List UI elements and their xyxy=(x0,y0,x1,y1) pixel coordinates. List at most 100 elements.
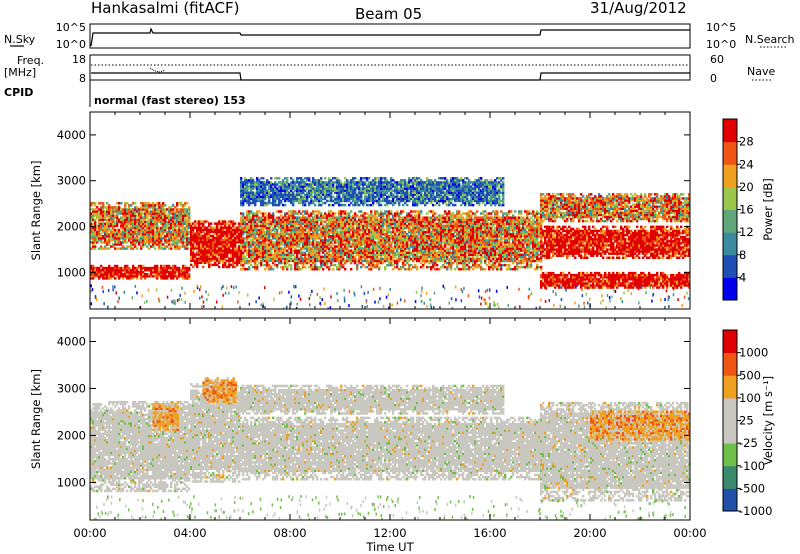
cell xyxy=(434,251,437,254)
cell xyxy=(216,243,219,246)
cell xyxy=(376,220,379,224)
cell xyxy=(426,237,429,240)
cell xyxy=(184,247,187,250)
cell xyxy=(256,228,259,232)
cell xyxy=(186,210,189,213)
cell xyxy=(298,249,301,252)
cell xyxy=(284,243,287,246)
cell xyxy=(260,230,263,234)
cell xyxy=(90,273,93,276)
cell xyxy=(360,257,363,261)
cell xyxy=(498,235,501,238)
cell xyxy=(438,239,441,242)
cell xyxy=(364,230,367,234)
cell xyxy=(386,245,389,248)
cell xyxy=(214,226,217,229)
cell xyxy=(190,240,193,244)
cell xyxy=(262,237,265,240)
cell xyxy=(450,232,453,236)
cell xyxy=(400,239,403,242)
cell xyxy=(184,222,187,226)
cell xyxy=(472,255,475,259)
cell xyxy=(210,238,213,242)
cell xyxy=(476,247,479,250)
cell xyxy=(154,270,157,274)
cell xyxy=(256,239,259,242)
cell xyxy=(366,237,369,240)
cell xyxy=(254,214,257,217)
cell xyxy=(158,216,161,219)
cell xyxy=(274,251,277,254)
cell xyxy=(352,243,355,246)
cell xyxy=(266,222,269,226)
cell xyxy=(382,251,385,254)
cell xyxy=(266,265,269,269)
cell xyxy=(138,266,141,270)
cell xyxy=(212,251,215,254)
cell xyxy=(170,277,173,280)
cell xyxy=(292,241,295,244)
cell xyxy=(488,259,491,263)
cell xyxy=(304,235,307,238)
cell xyxy=(244,247,247,250)
cell xyxy=(372,263,375,267)
cell xyxy=(344,230,347,234)
cell xyxy=(482,224,485,228)
cell xyxy=(266,228,269,232)
cell xyxy=(156,212,159,215)
cell xyxy=(228,245,231,248)
cell xyxy=(498,247,501,250)
cell xyxy=(336,241,339,244)
cell xyxy=(202,257,205,260)
cell xyxy=(402,263,405,267)
cell xyxy=(340,247,343,250)
cell xyxy=(374,214,377,217)
cell xyxy=(146,235,149,238)
cell xyxy=(276,251,279,254)
cell xyxy=(456,241,459,244)
cell xyxy=(188,218,191,221)
cell xyxy=(484,237,487,240)
cell xyxy=(242,268,245,271)
cell xyxy=(268,214,271,217)
cell xyxy=(454,214,457,217)
cell xyxy=(158,204,161,207)
cell xyxy=(152,204,155,207)
cell xyxy=(394,251,397,254)
cell xyxy=(332,247,335,250)
cell xyxy=(406,232,409,236)
cell xyxy=(322,243,325,246)
cell xyxy=(210,234,213,238)
cell xyxy=(192,230,195,234)
cell xyxy=(398,257,401,261)
cell xyxy=(194,232,197,236)
cell xyxy=(164,273,167,276)
cell xyxy=(282,241,285,244)
cell xyxy=(474,237,477,240)
cell xyxy=(264,268,267,271)
cell xyxy=(328,224,331,228)
cell xyxy=(398,239,401,242)
cell xyxy=(186,275,189,278)
cell xyxy=(256,224,259,228)
cell xyxy=(494,265,497,269)
cell xyxy=(264,216,267,219)
cell xyxy=(270,216,273,219)
cell xyxy=(394,212,397,215)
cell xyxy=(406,224,409,228)
cell xyxy=(172,208,175,211)
cell xyxy=(446,222,449,226)
cell xyxy=(260,212,263,215)
cell xyxy=(410,220,413,224)
cell xyxy=(120,208,123,211)
cell xyxy=(272,226,275,230)
cell xyxy=(440,251,443,254)
cell xyxy=(318,235,321,238)
cell xyxy=(416,216,419,219)
cell xyxy=(482,212,485,215)
cell xyxy=(320,222,323,226)
cell xyxy=(510,245,513,248)
cell xyxy=(396,245,399,248)
cell xyxy=(164,270,167,274)
cell xyxy=(360,232,363,236)
